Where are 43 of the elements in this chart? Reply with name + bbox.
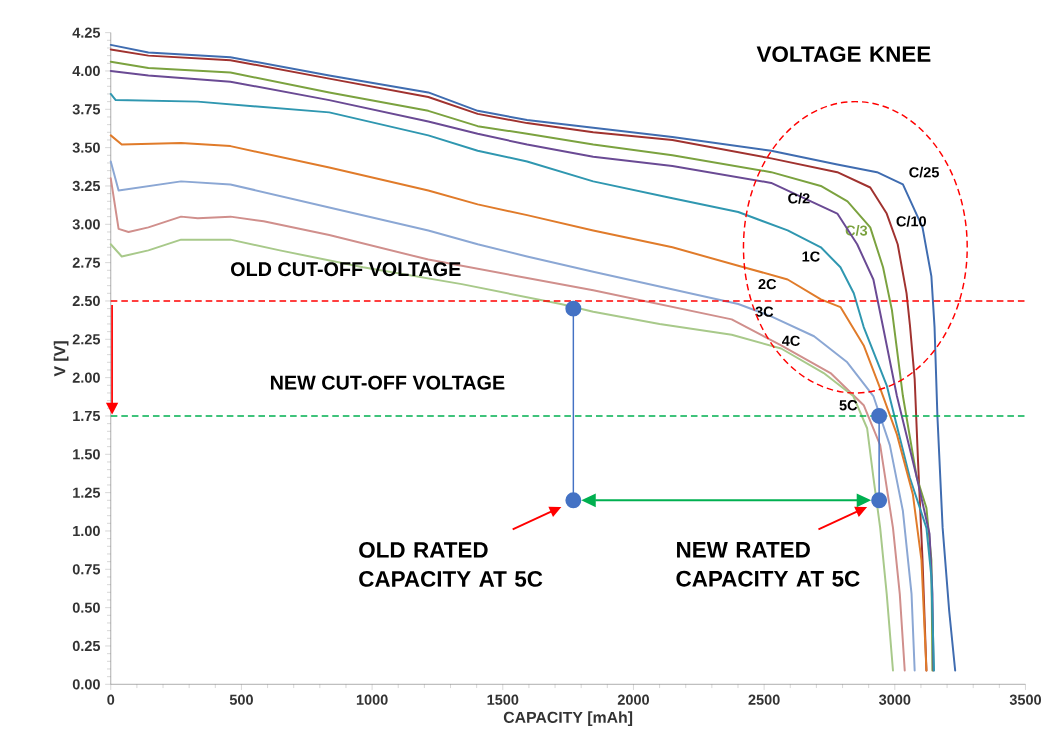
series-label: 2C [758, 279, 777, 290]
y-tick-label: 2.25 [72, 334, 101, 345]
point [871, 408, 888, 425]
y-tick-label: 2.00 [72, 372, 100, 383]
y-tick-label: 3.25 [72, 181, 101, 192]
y-tick-label: 1.50 [73, 449, 100, 460]
y-tick-label: 4.25 [72, 27, 101, 38]
annotation: VOLTAGE KNEE [756, 46, 931, 63]
annotation: OLD RATED CAPACITY AT 5C [359, 542, 543, 588]
y-tick-label: 3.00 [72, 219, 100, 230]
x-tick-label: 3000 [879, 694, 911, 706]
x-axis-title: CAPACITY [mAh] [503, 711, 633, 727]
series-label: 3C [755, 306, 774, 318]
x-tick-label: 500 [229, 694, 253, 706]
y-tick-label: 3.50 [72, 142, 100, 153]
series-label: 5C [839, 400, 858, 411]
y-tick-label: 2.75 [72, 257, 101, 268]
x-tick-label: 2500 [748, 694, 780, 706]
ref-line-label: OLD CUT-OFF VOLTAGE [231, 262, 461, 277]
y-tick-label: 0.25 [72, 641, 101, 652]
y-tick-label: 4.00 [72, 66, 100, 77]
x-tick-label: 0 [107, 694, 115, 706]
y-tick-label: 1.75 [73, 411, 101, 422]
ref-line-label: NEW CUT-OFF VOLTAGE [270, 375, 505, 390]
point [871, 492, 888, 509]
y-tick-label: 2.50 [72, 296, 100, 307]
y-tick-label: 0.50 [72, 602, 100, 613]
y-tick-label: 0.00 [72, 679, 100, 690]
point [565, 300, 582, 317]
series-label: 1C [802, 251, 820, 262]
x-tick-label: 1000 [356, 694, 388, 706]
series-label: 4C [782, 335, 800, 347]
point [565, 492, 582, 509]
y-tick-label: 1.00 [73, 526, 100, 537]
y-axis-title: V [V] [53, 341, 69, 377]
series-label: C/25 [909, 166, 939, 178]
x-tick-label: 3500 [1009, 694, 1042, 706]
annotation: NEW RATED CAPACITY AT 5C [676, 542, 860, 587]
x-tick-label: 2000 [617, 694, 649, 706]
y-tick-label: 1.25 [73, 487, 101, 498]
y-tick-label: 3.75 [72, 104, 101, 115]
y-tick-label: 0.75 [72, 564, 101, 575]
x-tick-label: 1500 [487, 694, 519, 706]
